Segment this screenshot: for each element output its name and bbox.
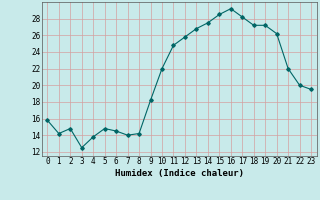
X-axis label: Humidex (Indice chaleur): Humidex (Indice chaleur) bbox=[115, 169, 244, 178]
